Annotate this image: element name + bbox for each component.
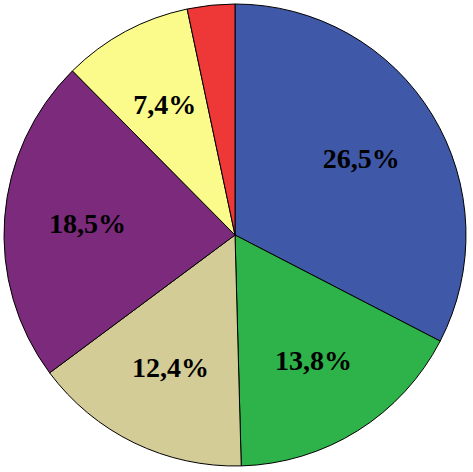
svg-text:7,4%: 7,4%	[133, 89, 196, 120]
svg-text:26,5%: 26,5%	[323, 143, 400, 174]
svg-text:18,5%: 18,5%	[49, 208, 126, 239]
svg-text:12,4%: 12,4%	[132, 352, 209, 383]
svg-text:13,8%: 13,8%	[275, 345, 352, 376]
